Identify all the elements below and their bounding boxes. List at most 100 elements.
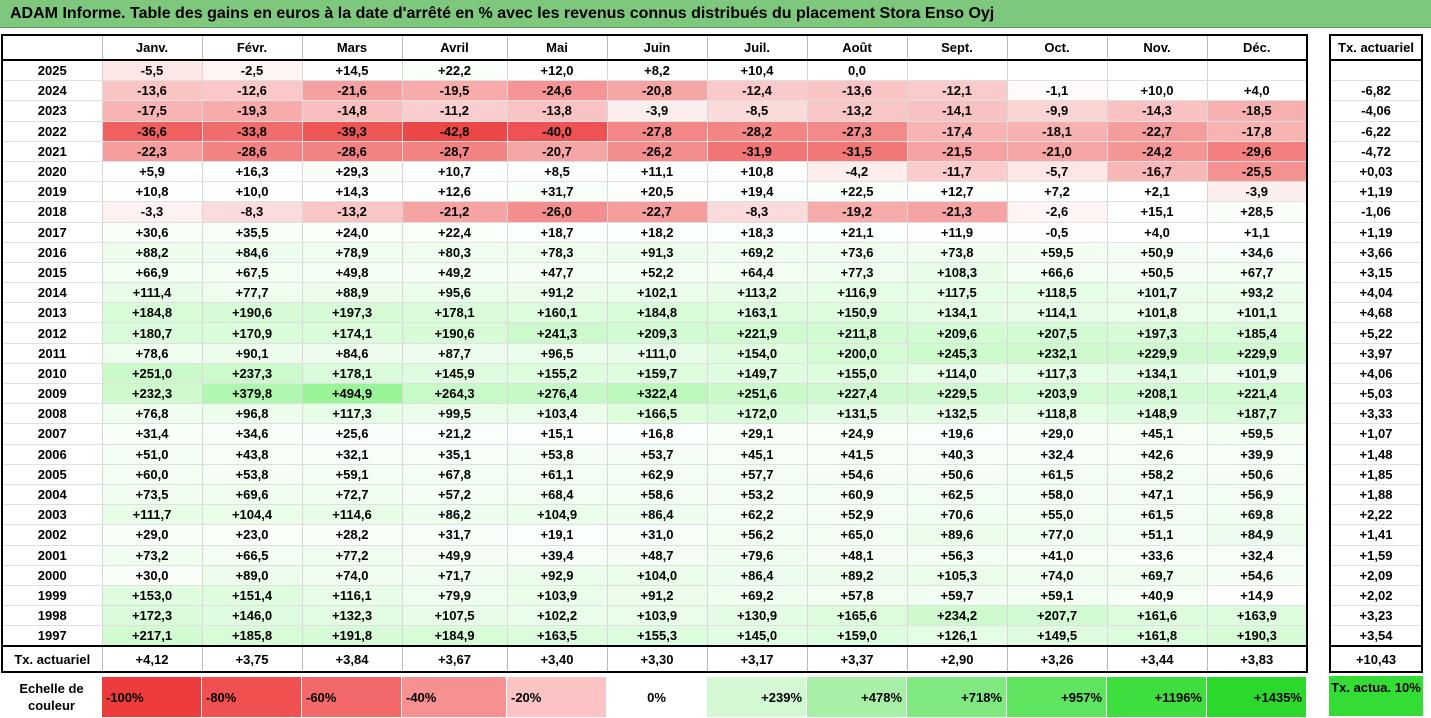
gain-cell: +24,9	[807, 423, 908, 445]
tx-value: +1,41	[1330, 524, 1423, 546]
gain-cell: +59,5	[1207, 423, 1308, 445]
gain-cell	[907, 60, 1008, 82]
gain-cell: +5,9	[102, 161, 203, 183]
gain-cell: +50,6	[1207, 464, 1308, 485]
gain-cell: -33,8	[202, 121, 303, 142]
gain-cell: +114,6	[302, 504, 403, 526]
gain-cell: -5,7	[1007, 161, 1108, 183]
gain-cell: +209,3	[607, 322, 708, 344]
gain-cell: +11,9	[907, 222, 1008, 243]
gain-cell: +31,0	[607, 524, 708, 546]
gain-cell: +10,7	[402, 161, 508, 183]
gain-cell: +126,1	[907, 625, 1008, 647]
gain-cell: -28,2	[707, 121, 808, 142]
gain-cell: +209,6	[907, 322, 1008, 344]
gain-cell: -20,7	[507, 141, 608, 162]
gain-cell: -21,6	[302, 80, 403, 102]
gain-cell: -19,3	[202, 100, 303, 122]
gain-cell: +161,6	[1107, 605, 1208, 627]
gain-cell	[1107, 60, 1208, 82]
month-header: Juil.	[707, 35, 808, 61]
gain-cell: +22,4	[402, 222, 508, 243]
tx-actuariel-row: Tx. actuariel +4,12 +3,75 +3,84 +3,67 +3,40 +3…	[2, 645, 1308, 673]
footer-value: +3,26	[1007, 645, 1108, 673]
gain-cell: +30,0	[102, 565, 203, 586]
gain-cell: +76,8	[102, 403, 203, 425]
table-row: 2018 -3,3 -8,3 -13,2 -21,2 -26,0 -22,7 -8,3 -19,…	[2, 201, 1308, 223]
gain-cell: +34,6	[1207, 242, 1308, 263]
year-label: 2010	[2, 363, 103, 385]
gain-cell: +66,6	[1007, 262, 1108, 284]
gain-cell: +146,0	[202, 605, 303, 627]
table-row: 2023 -17,5 -19,3 -14,8 -11,2 -13,8 -3,9 -8,5 -13…	[2, 100, 1308, 122]
tx-value: +1,19	[1330, 181, 1423, 203]
gain-cell: -11,2	[402, 100, 508, 122]
gain-cell: +103,4	[507, 403, 608, 425]
scale-swatch: 0%	[606, 676, 707, 718]
gain-cell: -14,1	[907, 100, 1008, 122]
gain-cell: +28,2	[302, 524, 403, 546]
gain-cell: +163,9	[1207, 605, 1308, 627]
gain-cell: +229,9	[1207, 343, 1308, 364]
tx-value: +3,23	[1330, 605, 1423, 627]
year-label: 1999	[2, 585, 103, 607]
gain-cell: +102,1	[607, 282, 708, 304]
month-header: Oct.	[1007, 35, 1108, 61]
gain-cell: +25,6	[302, 423, 403, 445]
gain-cell: +73,8	[907, 242, 1008, 263]
gain-cell: +111,7	[102, 504, 203, 526]
gain-cell: +59,5	[1007, 242, 1108, 263]
year-label: 1998	[2, 605, 103, 627]
tx-value: +3,33	[1330, 403, 1423, 425]
gain-cell: +191,8	[302, 625, 403, 647]
gain-cell: +29,0	[102, 524, 203, 546]
gain-cell: +104,0	[607, 565, 708, 586]
gain-cell: +72,7	[302, 484, 403, 506]
footer-value: +3,17	[707, 645, 808, 673]
gain-cell: +11,1	[607, 161, 708, 183]
gain-cell: +96,5	[507, 343, 608, 364]
gain-cell: +49,2	[402, 262, 508, 284]
gain-cell: -21,0	[1007, 141, 1108, 162]
gain-cell: +23,0	[202, 524, 303, 546]
gain-cell: -0,5	[1007, 222, 1108, 243]
gain-cell: +18,2	[607, 222, 708, 243]
gain-cell: +53,7	[607, 444, 708, 465]
gain-cell: +29,3	[302, 161, 403, 183]
table-row: 2014 +111,4 +77,7 +88,9 +95,6 +91,2 +102,1 +113…	[2, 282, 1308, 304]
year-label: 2007	[2, 423, 103, 445]
gain-cell: +114,0	[907, 363, 1008, 385]
gain-cell: +145,9	[402, 363, 508, 385]
tx-row: +1,59	[1330, 545, 1423, 566]
tx-value: +2,02	[1330, 585, 1423, 607]
year-label: 2020	[2, 161, 103, 183]
tx-row: +1,88	[1330, 484, 1423, 506]
gain-cell: +89,2	[807, 565, 908, 586]
gain-cell: -17,8	[1207, 121, 1308, 142]
gain-cell: +64,4	[707, 262, 808, 284]
tx-row: +4,06	[1330, 363, 1423, 385]
gain-cell: +34,6	[202, 423, 303, 445]
footer-value: +3,75	[202, 645, 303, 673]
gain-cell: +379,8	[202, 383, 303, 405]
gain-cell: +101,9	[1207, 363, 1308, 385]
gain-cell: +42,6	[1107, 444, 1208, 465]
gain-cell: +16,8	[607, 423, 708, 445]
gain-cell: +276,4	[507, 383, 608, 405]
tx-row: +0,03	[1330, 161, 1423, 183]
scale-swatch: +1435%	[1206, 676, 1307, 718]
year-label: 2000	[2, 565, 103, 586]
gain-cell: -8,5	[707, 100, 808, 122]
year-label: 2005	[2, 464, 103, 485]
tx-row: +4,04	[1330, 282, 1423, 304]
tx-value: -6,22	[1330, 121, 1423, 142]
tx-value: -1,06	[1330, 201, 1423, 223]
gain-cell: +227,4	[807, 383, 908, 405]
tx-actuariel-table: Tx. actuariel -6,82 -4,06 -6,22 -4,72 +0,03 +…	[1329, 34, 1423, 674]
year-label: 2023	[2, 100, 103, 122]
tx-value: +0,03	[1330, 161, 1423, 183]
gain-cell: +117,3	[1007, 363, 1108, 385]
tx-value: +3,66	[1330, 242, 1423, 263]
tx-value: -4,72	[1330, 141, 1423, 162]
tx-row: +1,48	[1330, 444, 1423, 465]
